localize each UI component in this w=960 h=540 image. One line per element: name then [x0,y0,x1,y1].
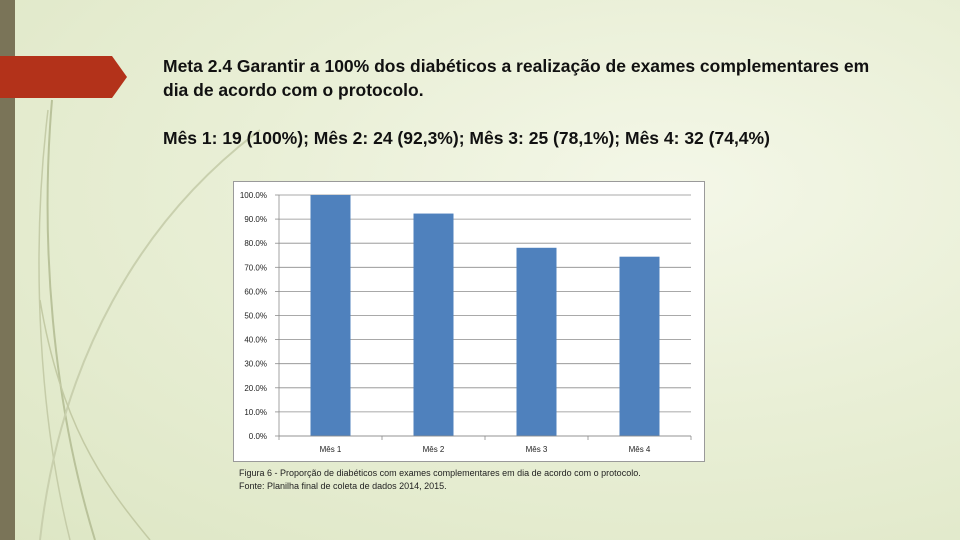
figure-caption: Figura 6 - Proporção de diabéticos com e… [239,467,839,493]
x-tick-label: Mês 1 [320,445,342,454]
y-tick-label: 40.0% [244,336,267,345]
y-tick-label: 80.0% [244,239,267,248]
y-tick-label: 0.0% [249,432,267,441]
bar [619,256,660,436]
bar-chart: 0.0% 10.0% 20.0% 30.0% 40.0% 50.0% 60.0% 70.0% 8… [233,181,705,462]
arrow-tab [0,56,127,98]
y-tick-label: 30.0% [244,360,267,369]
y-tick-label: 90.0% [244,215,267,224]
x-tick-label: Mês 4 [629,445,651,454]
y-tick-label: 100.0% [240,191,267,200]
x-tick-label: Mês 2 [423,445,445,454]
decorative-swirl [38,99,261,540]
y-tick-label: 70.0% [244,263,267,272]
caption-source-line: Fonte: Planilha final de coleta de dados… [239,481,447,491]
bar [413,213,454,436]
y-tick-label: 20.0% [244,384,267,393]
caption-figure-line: Figura 6 - Proporção de diabéticos com e… [239,468,641,478]
bar [516,247,557,436]
left-side-bar [0,0,15,540]
chart-canvas: 0.0% 10.0% 20.0% 30.0% 40.0% 50.0% 60.0% 70.0% 8… [240,191,692,454]
x-tick-label: Mês 3 [526,445,548,454]
y-tick-label: 50.0% [244,312,267,321]
slide-title: Meta 2.4 Garantir a 100% dos diabéticos … [163,56,870,100]
y-tick-label: 10.0% [244,408,267,417]
bar [310,195,351,436]
y-tick-label: 60.0% [244,287,267,296]
monthly-summary: Mês 1: 19 (100%); Mês 2: 24 (92,3%); Mês… [163,128,770,148]
